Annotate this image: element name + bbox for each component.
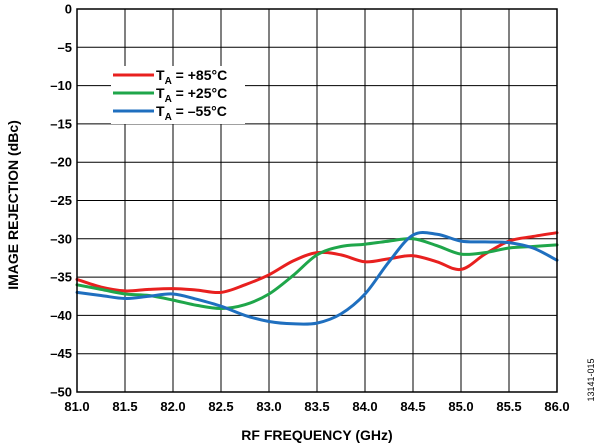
y-tick-label: 0 [65,2,72,17]
x-tick-label: 84.0 [352,399,377,414]
figure-id: 13141-015 [586,358,596,401]
x-tick-label: 83.0 [256,399,281,414]
series-lines [75,230,559,326]
y-tick-label: –25 [50,193,72,208]
plot-border [76,8,558,393]
y-axis-title: IMAGE REJECTION (dBc) [5,120,21,290]
x-tick-label: 85.0 [448,399,473,414]
legend: TA = +85°CTA = +25°CTA = –55°C [111,66,245,124]
plot-frame [76,8,558,393]
y-tick-label: –30 [50,231,72,246]
legend-label: TA = +25°C [156,85,227,105]
x-tick-label: 85.5 [496,399,521,414]
legend-label: TA = +85°C [156,67,227,87]
y-tick-label: –50 [50,385,72,400]
y-tick-label: –40 [50,308,72,323]
x-tick-label: 86.0 [544,399,569,414]
x-axis-title: RF FREQUENCY (GHz) [241,427,392,443]
series-line-3 [75,230,559,326]
x-tick-label: 84.5 [400,399,425,414]
y-tick-label: –15 [50,116,72,131]
x-tick-label: 81.0 [64,399,89,414]
x-tick-label: 82.5 [208,399,233,414]
y-tick-label: –45 [50,346,72,361]
y-tick-label: –20 [50,155,72,170]
x-tick-label: 82.0 [160,399,185,414]
y-tick-label: –35 [50,270,72,285]
legend-label: TA = –55°C [156,103,227,123]
series-line-1 [75,231,559,295]
x-tick-label: 83.5 [304,399,329,414]
y-tick-label: –5 [58,40,72,55]
x-tick-label: 81.5 [112,399,137,414]
y-tick-label: –10 [50,78,72,93]
